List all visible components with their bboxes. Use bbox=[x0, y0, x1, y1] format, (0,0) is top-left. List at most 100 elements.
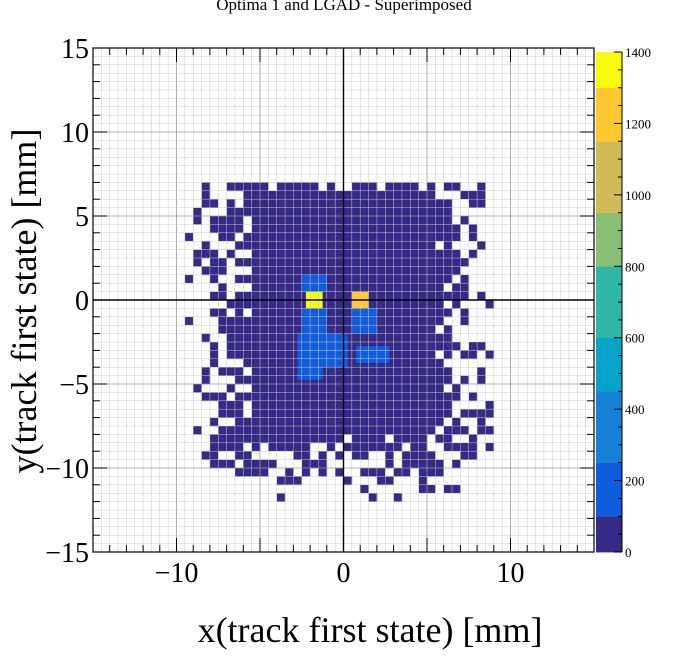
heatmap-cell bbox=[393, 468, 403, 477]
heatmap-cell bbox=[452, 459, 461, 469]
heatmap-cell bbox=[360, 283, 369, 292]
heatmap-cell bbox=[368, 232, 378, 242]
heatmap-cell bbox=[293, 400, 303, 410]
heatmap-cell bbox=[351, 333, 361, 343]
heatmap-cell bbox=[268, 434, 277, 444]
color-bar-segment bbox=[596, 87, 622, 106]
heatmap-cell bbox=[251, 358, 261, 368]
heatmap-cell bbox=[343, 283, 353, 292]
heatmap-cell bbox=[393, 308, 403, 318]
heatmap-cell bbox=[401, 258, 411, 267]
heatmap-cell bbox=[410, 442, 419, 452]
heatmap-cell bbox=[376, 190, 386, 200]
heatmap-cell bbox=[460, 350, 470, 360]
heatmap-cell bbox=[427, 400, 436, 410]
heatmap-cell bbox=[276, 308, 286, 318]
heatmap-cell bbox=[243, 300, 252, 309]
heatmap-cell bbox=[393, 182, 403, 192]
heatmap-cell bbox=[401, 207, 411, 217]
heatmap-cell bbox=[226, 224, 236, 234]
heatmap-cell bbox=[318, 241, 328, 250]
heatmap-cell bbox=[234, 400, 244, 410]
heatmap-cell bbox=[268, 216, 277, 225]
heatmap-cell bbox=[477, 190, 486, 200]
x-tick-label: 10 bbox=[497, 558, 525, 589]
color-bar-tick-label: 1000 bbox=[625, 188, 651, 203]
heatmap-cell bbox=[218, 266, 227, 276]
heatmap-cell bbox=[343, 476, 353, 486]
heatmap-cell bbox=[460, 451, 470, 460]
heatmap-cell bbox=[251, 308, 261, 318]
heatmap-cell bbox=[401, 224, 411, 234]
heatmap-cell bbox=[243, 199, 252, 208]
heatmap-cell bbox=[418, 468, 428, 477]
heatmap-cell bbox=[268, 367, 277, 376]
heatmap-cell bbox=[301, 258, 311, 267]
heatmap-cell bbox=[343, 358, 353, 368]
heatmap-cell bbox=[343, 308, 353, 318]
y-tick-label: 5 bbox=[75, 202, 89, 233]
heatmap-cell bbox=[301, 417, 311, 427]
heatmap-cell bbox=[276, 249, 286, 259]
heatmap-cell bbox=[234, 224, 244, 234]
heatmap-cell bbox=[285, 232, 294, 242]
heatmap-cell bbox=[393, 367, 403, 376]
heatmap-cell bbox=[360, 190, 369, 200]
heatmap-cell bbox=[226, 207, 236, 217]
heatmap-cell bbox=[435, 316, 444, 326]
heatmap-cell bbox=[410, 308, 419, 318]
heatmap-cell bbox=[243, 333, 252, 343]
heatmap-cell bbox=[443, 342, 453, 351]
heatmap-cell bbox=[318, 417, 328, 427]
heatmap-cell bbox=[276, 342, 286, 351]
heatmap-cell bbox=[318, 258, 328, 267]
color-bar-segment bbox=[596, 52, 622, 71]
heatmap-cell bbox=[218, 316, 227, 326]
heatmap-cell bbox=[226, 232, 236, 242]
heatmap-cell bbox=[268, 224, 277, 234]
y-axis-label: y(track first state) [mm] bbox=[4, 129, 44, 474]
heatmap-cell bbox=[268, 291, 277, 301]
heatmap-cell bbox=[418, 283, 428, 292]
heatmap-cell bbox=[418, 333, 428, 343]
heatmap-cell bbox=[285, 476, 294, 486]
heatmap-cell bbox=[360, 182, 369, 192]
heatmap-cell bbox=[410, 291, 419, 301]
heatmap-cell bbox=[427, 199, 436, 208]
heatmap-cell bbox=[285, 325, 294, 334]
heatmap-cell bbox=[351, 409, 361, 418]
heatmap-cell bbox=[410, 300, 419, 309]
heatmap-cell bbox=[410, 283, 419, 292]
heatmap-cell bbox=[376, 417, 386, 427]
heatmap-cell bbox=[360, 468, 369, 477]
color-bar-segment bbox=[596, 230, 622, 249]
heatmap-cell bbox=[418, 241, 428, 250]
heatmap-cell bbox=[251, 316, 261, 326]
heatmap-cell bbox=[209, 417, 219, 427]
heatmap-cell bbox=[234, 258, 244, 267]
heatmap-cell bbox=[243, 434, 252, 444]
heatmap-cell bbox=[435, 207, 444, 217]
heatmap-cell bbox=[260, 375, 269, 385]
heatmap-cell bbox=[335, 199, 344, 208]
heatmap-cell bbox=[410, 274, 419, 284]
heatmap-cell bbox=[310, 241, 319, 250]
heatmap-cell bbox=[385, 216, 394, 225]
heatmap-cell bbox=[234, 241, 244, 250]
heatmap-cell bbox=[335, 283, 344, 292]
heatmap-cell bbox=[209, 266, 219, 276]
heatmap-cell bbox=[427, 392, 436, 402]
heatmap-cell bbox=[418, 451, 428, 460]
heatmap-cell bbox=[368, 190, 378, 200]
heatmap-cell bbox=[335, 434, 344, 444]
heatmap-cell bbox=[435, 291, 444, 301]
heatmap-cell bbox=[335, 468, 344, 477]
heatmap-cell bbox=[243, 232, 252, 242]
color-bar-segment bbox=[596, 69, 622, 89]
heatmap-cell bbox=[260, 350, 269, 360]
heatmap-cell bbox=[318, 468, 328, 477]
heatmap-cell bbox=[285, 274, 294, 284]
heatmap-cell bbox=[209, 434, 219, 444]
heatmap-cell bbox=[368, 300, 378, 309]
heatmap-cell bbox=[443, 484, 453, 494]
